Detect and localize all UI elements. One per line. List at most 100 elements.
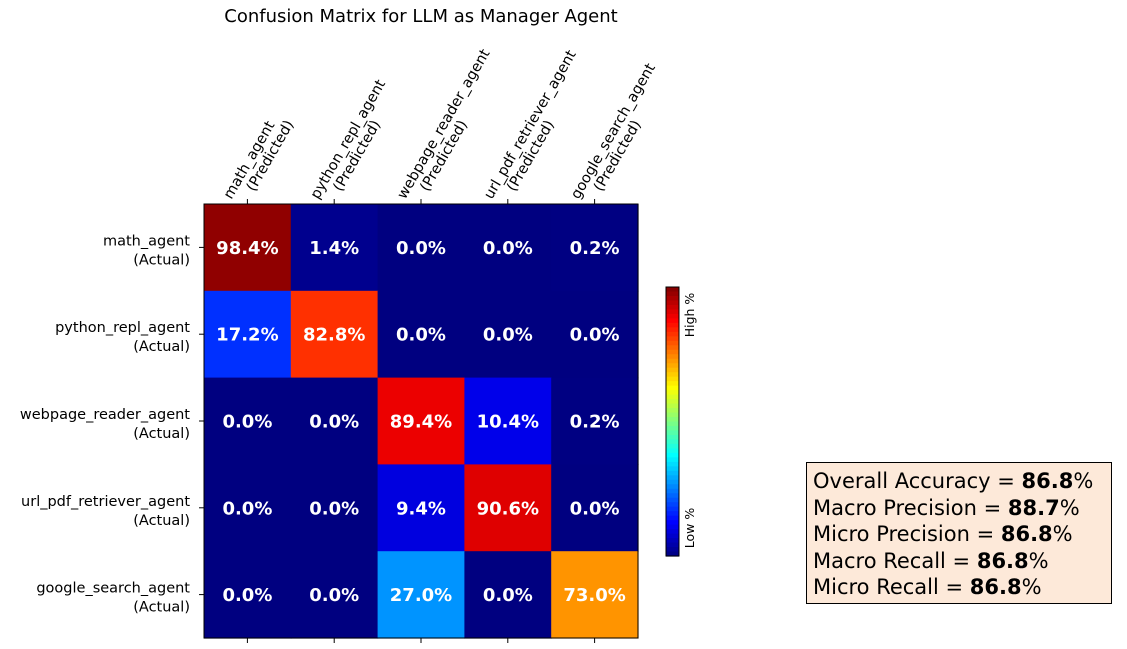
colorbar-segment (666, 358, 679, 364)
stat-micro-precision: Micro Precision = 86.8% (813, 522, 1073, 546)
colorbar-segment (666, 488, 679, 494)
colorbar-segment (666, 408, 679, 414)
heatmap-cell (290, 551, 379, 639)
heatmap-cell (204, 464, 292, 552)
colorbar-segment (666, 493, 679, 499)
colorbar-segment (666, 425, 679, 432)
cell-value-label: 0.0% (396, 238, 446, 259)
colorbar-segment (666, 327, 679, 333)
heatmap-cell (377, 204, 465, 292)
heatmap-cell (377, 464, 465, 552)
cell-value-label: 0.0% (222, 412, 272, 433)
column-label: python_repl_agent(Predicted) (308, 77, 389, 202)
colorbar-segment (666, 524, 679, 530)
colorbar-segment (666, 430, 679, 436)
colorbar-segment (666, 506, 679, 512)
heatmap-cell (377, 290, 465, 379)
colorbar-segment (666, 439, 679, 445)
colorbar-segment (666, 461, 679, 467)
cell-value-label: 0.0% (222, 585, 272, 606)
heatmap-cells: 98.4% 1.4% 0.0% 0.0% 0.2% 17.2% 82.8% 0.0% 0.0% 0… (204, 204, 639, 639)
colorbar-segment (666, 331, 679, 337)
colorbar-segment (666, 443, 679, 449)
heatmap-cell (464, 464, 552, 552)
column-label: google_search_agent(Predicted) (568, 61, 659, 202)
heatmap-cell (204, 377, 292, 465)
colorbar-segment (666, 403, 679, 409)
colorbar-segment (666, 551, 679, 557)
heatmap-cell (464, 290, 552, 379)
colorbar-high-label: High % (682, 293, 697, 338)
colorbar-segment (666, 287, 679, 293)
cell-value-label: 10.4% (477, 412, 539, 433)
colorbar-segment (666, 399, 679, 405)
cell-value-label: 0.0% (570, 498, 620, 519)
heatmap-cell (551, 290, 639, 379)
stat-macro-precision: Macro Precision = 88.7% (813, 495, 1080, 520)
column-label: math_agent(Predicted) (221, 118, 297, 202)
colorbar-segment (666, 542, 679, 548)
colorbar-segment (666, 390, 679, 396)
cell-value-label: 0.2% (570, 238, 620, 259)
colorbar-segment (666, 336, 679, 342)
row-labels: math_agent (Actual) python_repl_agent (Actu… (20, 233, 190, 615)
cell-value-label: 0.0% (570, 325, 620, 346)
colorbar-segment (666, 529, 679, 535)
heatmap-cell (290, 290, 379, 379)
cell-value-label: 98.4% (216, 238, 278, 259)
colorbar-segment (666, 484, 679, 490)
colorbar-segment (666, 291, 679, 297)
colorbar-segment (666, 354, 679, 360)
stat-overall-accuracy: Overall Accuracy = 86.8% (813, 469, 1094, 493)
colorbar-segment (666, 295, 679, 302)
cell-value-label: 1.4% (309, 238, 359, 259)
column-labels: math_agent(Predicted) python_repl_agent(P… (221, 46, 659, 202)
colorbar-segment (666, 367, 679, 373)
cell-value-label: 90.6% (477, 498, 539, 519)
heatmap-cell (290, 377, 379, 465)
cell-value-label: 17.2% (216, 325, 278, 346)
cell-value-label: 0.0% (309, 585, 359, 606)
colorbar-segment (666, 309, 679, 315)
colorbar-segment (666, 412, 679, 418)
cell-value-label: 0.0% (309, 412, 359, 433)
colorbar-segment (666, 452, 679, 458)
colorbar-segment (666, 448, 679, 454)
row-label-name: python_repl_agent (55, 320, 190, 336)
colorbar-segment (666, 538, 679, 544)
cell-value-label: 27.0% (390, 585, 452, 606)
cell-value-label: 0.0% (483, 238, 533, 259)
colorbar-segment (666, 349, 679, 355)
cell-value-label: 0.0% (222, 498, 272, 519)
row-label-suffix: (Actual) (133, 252, 190, 268)
colorbar-segment (666, 475, 679, 481)
cell-value-label: 82.8% (303, 325, 365, 346)
cell-value-label: 73.0% (563, 585, 625, 606)
colorbar-segment (666, 520, 679, 526)
column-label-name: webpage_reader_agent (395, 46, 494, 202)
colorbar-segment (666, 381, 679, 387)
axis-ticks (199, 199, 596, 643)
colorbar-segment (666, 421, 679, 427)
heatmap-cell (551, 551, 639, 639)
heatmap-cell (551, 377, 639, 465)
stat-macro-recall: Macro Recall = 86.8% (813, 548, 1049, 573)
column-label-name: google_search_agent (568, 61, 659, 202)
heatmap-cell (204, 290, 292, 379)
colorbar-segment (666, 502, 679, 508)
colorbar: High % Low % (665, 286, 697, 557)
colorbar-frame (665, 286, 680, 557)
colorbar-segment (666, 497, 679, 503)
row-label-name: url_pdf_retriever_agent (21, 494, 190, 510)
colorbar-segment (666, 322, 679, 328)
colorbar-segment (666, 466, 679, 472)
colorbar-segment (666, 470, 679, 476)
cell-value-label: 0.0% (483, 325, 533, 346)
colorbar-segment (666, 313, 679, 319)
row-label-name: webpage_reader_agent (20, 407, 190, 423)
row-label-suffix: (Actual) (133, 600, 190, 616)
colorbar-segment (666, 376, 679, 382)
row-label-suffix: (Actual) (133, 426, 190, 442)
heatmap-cell (551, 464, 639, 552)
